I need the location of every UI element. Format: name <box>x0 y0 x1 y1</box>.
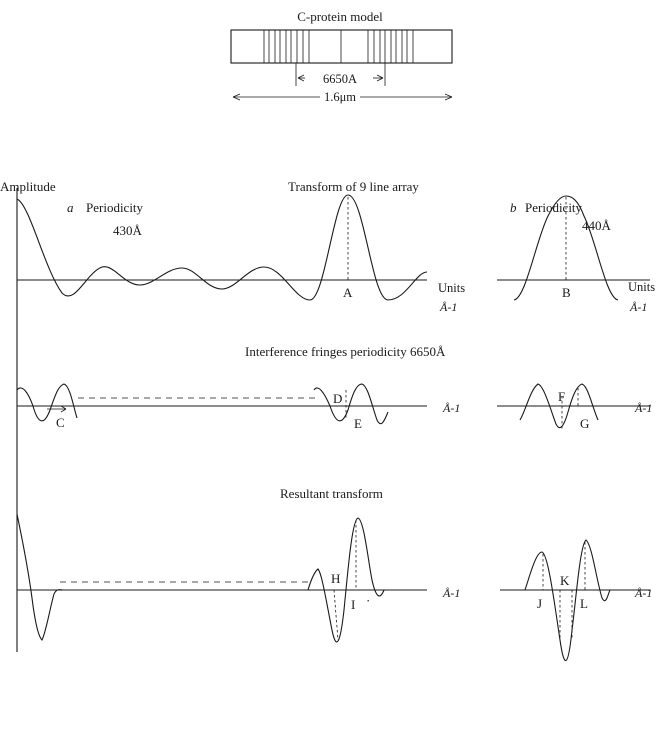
inv-angstrom-a2: Å-1 <box>442 401 460 415</box>
label-l: L <box>580 596 588 611</box>
resultant-dotted-line-1 <box>333 589 339 641</box>
label-b: B <box>562 285 571 300</box>
label-d: D <box>333 391 342 406</box>
label-a: A <box>343 285 353 300</box>
resultant-curve-left <box>16 513 64 641</box>
dimension-6650-lines <box>295 63 386 86</box>
dimension-6650-label: 6650A <box>323 72 357 86</box>
label-k: K <box>560 573 570 588</box>
panel-a-periodicity: Periodicity <box>86 200 144 215</box>
label-g: G <box>580 416 589 431</box>
dimension-length-label: 1.6μm <box>324 90 356 104</box>
label-h: H <box>331 571 340 586</box>
units-label-b: Units <box>628 280 655 294</box>
panel-b-letter: b <box>510 200 517 215</box>
panel-a-period-value: 430Å <box>113 223 143 238</box>
fringe-curve-left <box>16 383 78 422</box>
label-i-mark: · <box>366 593 370 608</box>
label-f: F <box>558 389 565 404</box>
inv-angstrom-b3: Å-1 <box>634 586 652 600</box>
model-bar <box>230 29 453 64</box>
resultant-curve-right <box>307 517 385 643</box>
nine-line-transform-curve <box>16 194 428 301</box>
inv-angstrom-a1: Å-1 <box>439 300 457 314</box>
periodicity-peak-curve-b <box>513 195 619 301</box>
fringe-curve-right <box>313 383 389 425</box>
fringe-c-arrow <box>47 405 67 413</box>
label-e: E <box>354 416 362 431</box>
panel-b-periodicity: Periodicity <box>525 200 583 215</box>
label-i: I <box>351 597 355 612</box>
model-title: C-protein model <box>297 9 383 24</box>
panel-a-letter: a <box>67 200 74 215</box>
inv-angstrom-b1: Å-1 <box>629 300 647 314</box>
label-j: J <box>537 596 542 611</box>
inv-angstrom-a3: Å-1 <box>442 586 460 600</box>
dimension-length-lines <box>232 93 453 101</box>
fringes-title: Interference fringes periodicity 6650Å <box>245 344 446 359</box>
transform-title: Transform of 9 line array <box>288 179 419 194</box>
units-label-a: Units <box>438 281 465 295</box>
resultant-title: Resultant transform <box>280 486 383 501</box>
inv-angstrom-b2: Å-1 <box>634 401 652 415</box>
label-c: C <box>56 415 65 430</box>
amplitude-label: Amplitude <box>0 179 56 194</box>
model-stripes <box>263 30 414 63</box>
